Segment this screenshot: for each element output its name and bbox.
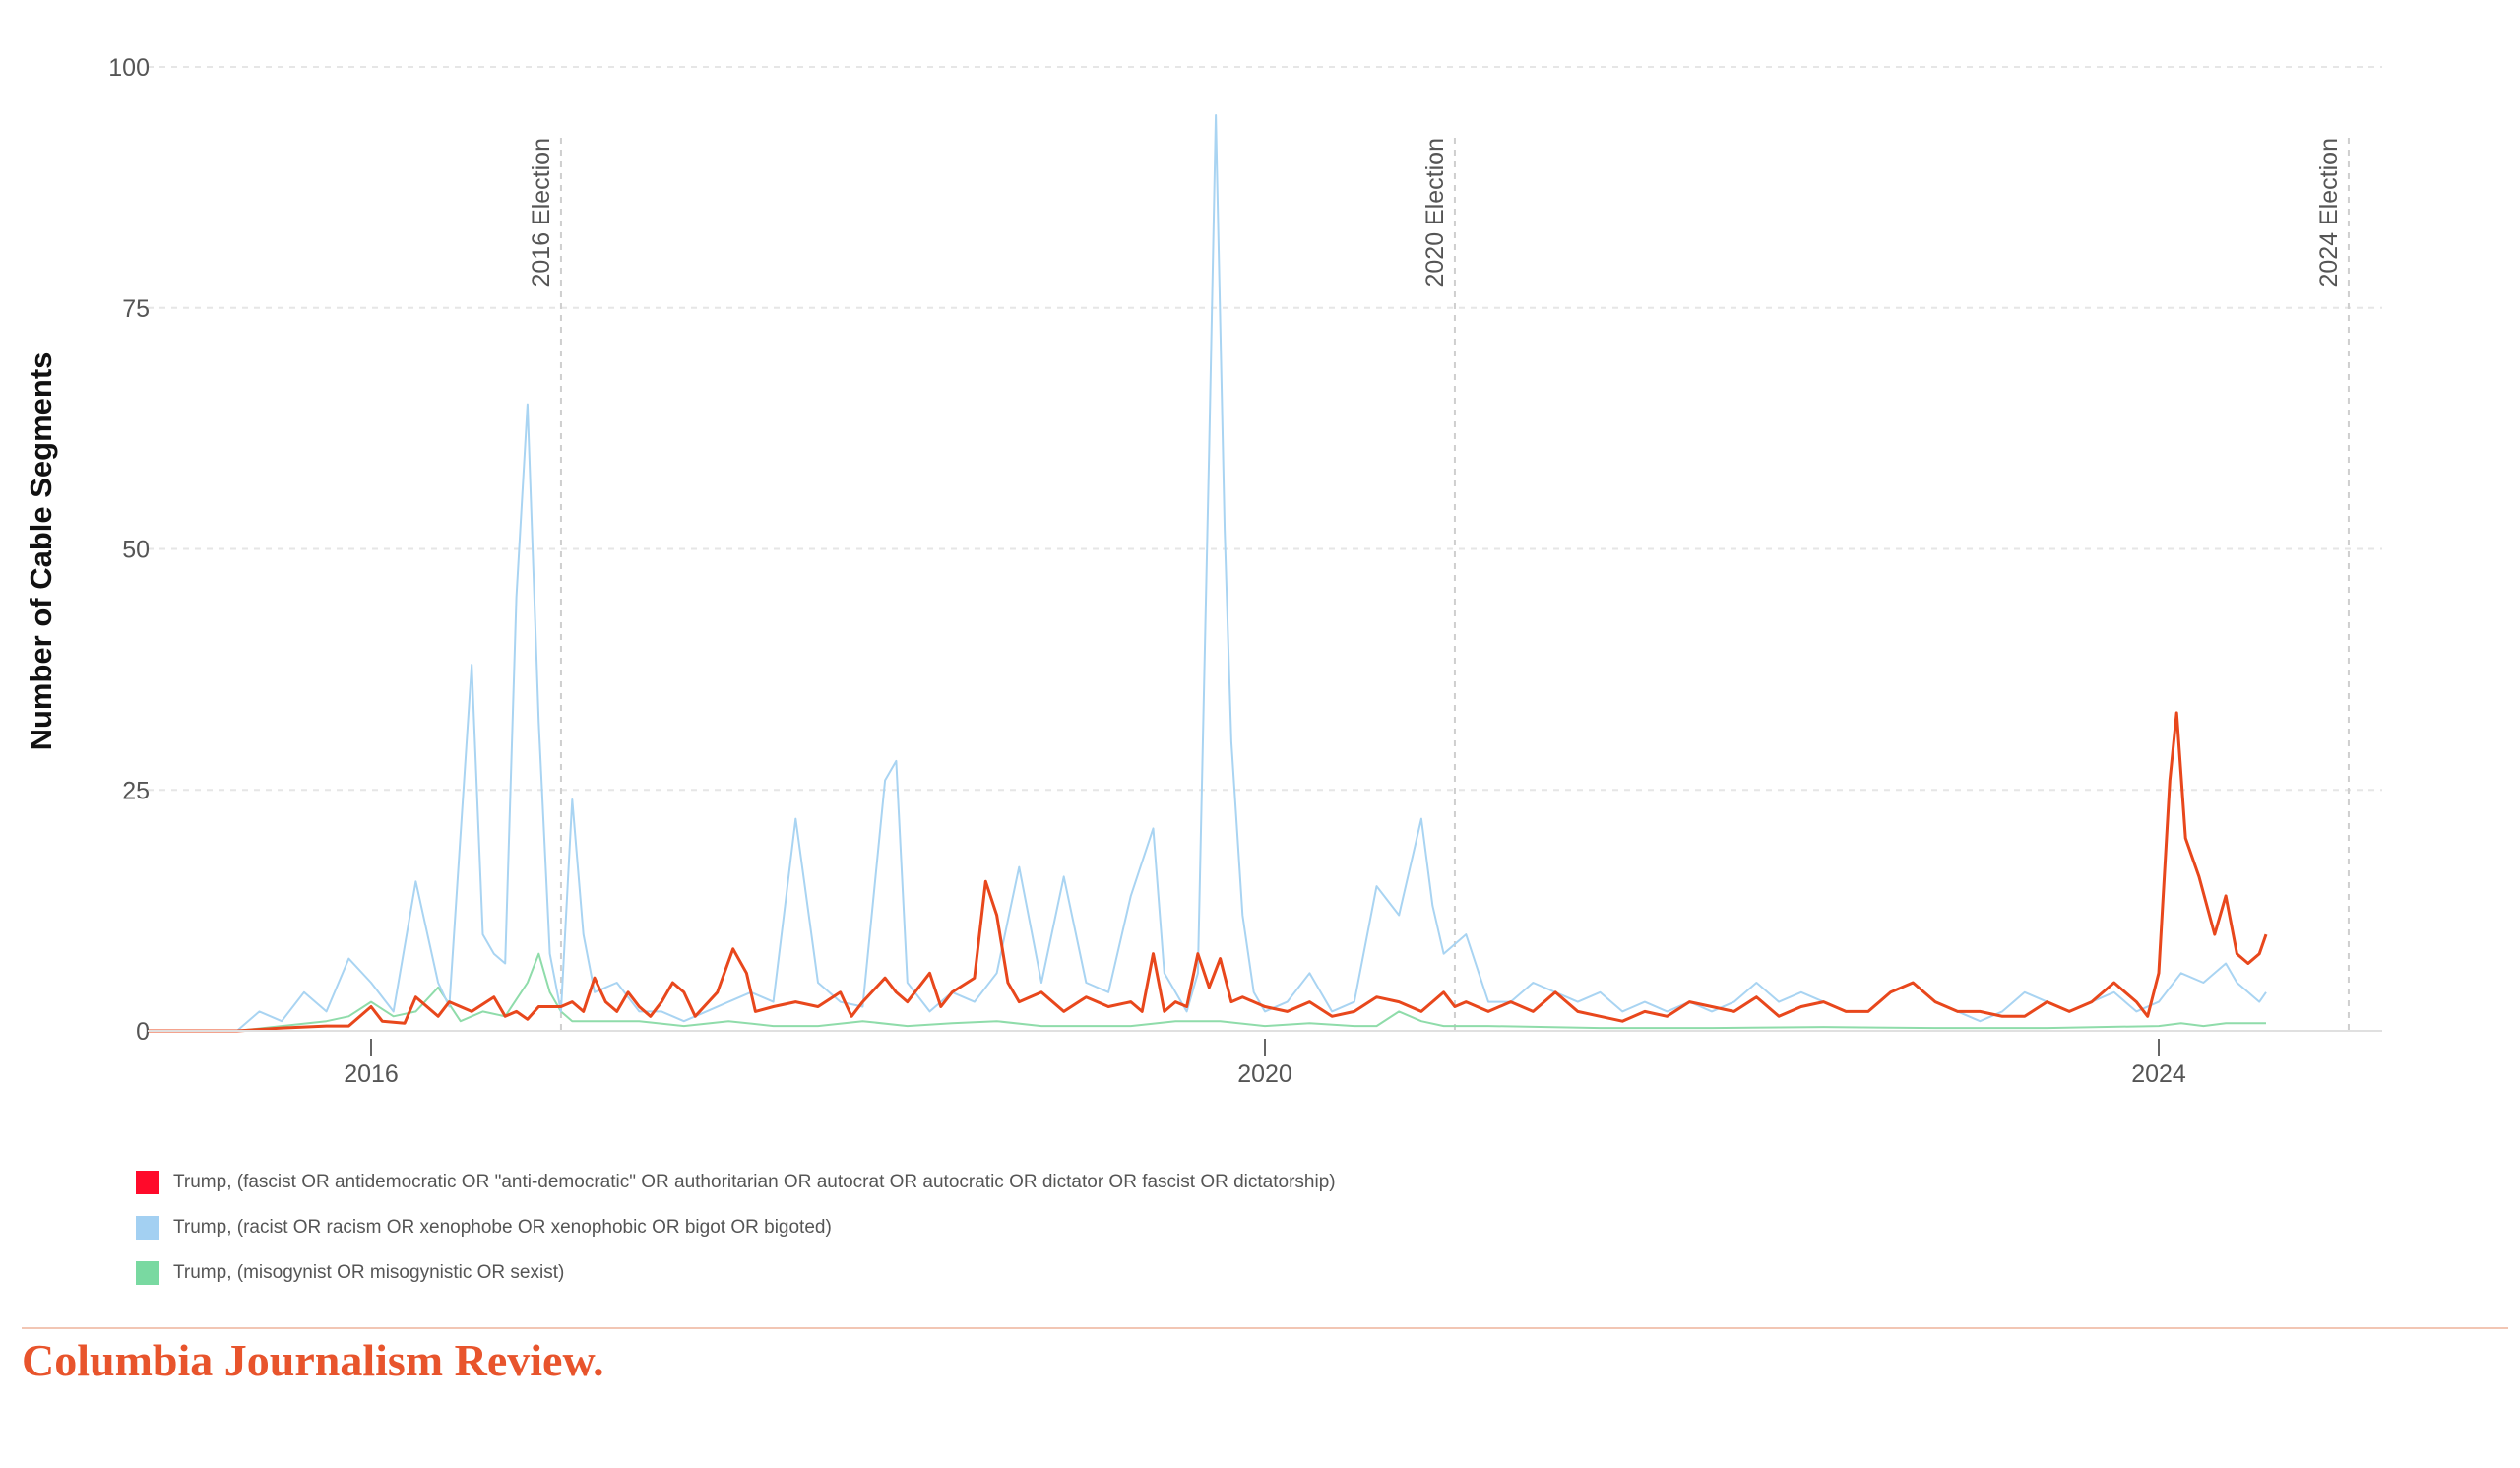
election-label: 2024 Election [2315,138,2343,287]
line-chart: 2016 Election 2020 Election 2024 Election … [24,54,2382,1088]
y-tick-label: 0 [136,1018,150,1046]
series-lines [148,114,2268,1033]
legend-swatch [136,1261,159,1285]
publisher-logo[interactable]: Columbia Journalism Review. [22,1335,604,1385]
legend-label: Trump, (misogynist OR misogynistic OR se… [173,1262,565,1283]
legend-label: Trump, (racist OR racism OR xenophobe OR… [173,1217,832,1238]
footer-divider [22,1327,2508,1329]
series-line-2 [148,952,2266,1032]
legend-item-misogynist[interactable]: Trump, (misogynist OR misogynistic OR se… [136,1250,1336,1296]
gridlines [148,66,2382,792]
x-tick-label: 2024 [2131,1060,2186,1088]
election-label: 2020 Election [1421,138,1449,287]
legend-item-racist[interactable]: Trump, (racist OR racism OR xenophobe OR… [136,1205,1336,1250]
y-tick-label: 25 [122,777,150,804]
y-axis-title: Number of Cable Segments [24,352,58,751]
legend: Trump, (fascist OR antidemocratic OR "an… [136,1160,1336,1296]
y-tick-label: 75 [122,295,150,323]
y-tick-label: 100 [108,54,150,82]
series-line-0 [148,711,2268,1033]
axes: 0 25 50 75 100 2016 2020 2024 [108,54,2382,1088]
y-tick-label: 50 [122,537,150,564]
legend-item-authoritarian[interactable]: Trump, (fascist OR antidemocratic OR "an… [136,1160,1336,1205]
election-label: 2016 Election [528,138,555,287]
x-tick-label: 2020 [1237,1060,1292,1088]
election-annotations: 2016 Election 2020 Election 2024 Election [528,138,2350,1031]
legend-swatch [136,1216,159,1240]
x-tick-label: 2016 [344,1060,399,1088]
legend-swatch [136,1171,159,1194]
series-line-1 [148,114,2267,1032]
legend-label: Trump, (fascist OR antidemocratic OR "an… [173,1172,1336,1192]
